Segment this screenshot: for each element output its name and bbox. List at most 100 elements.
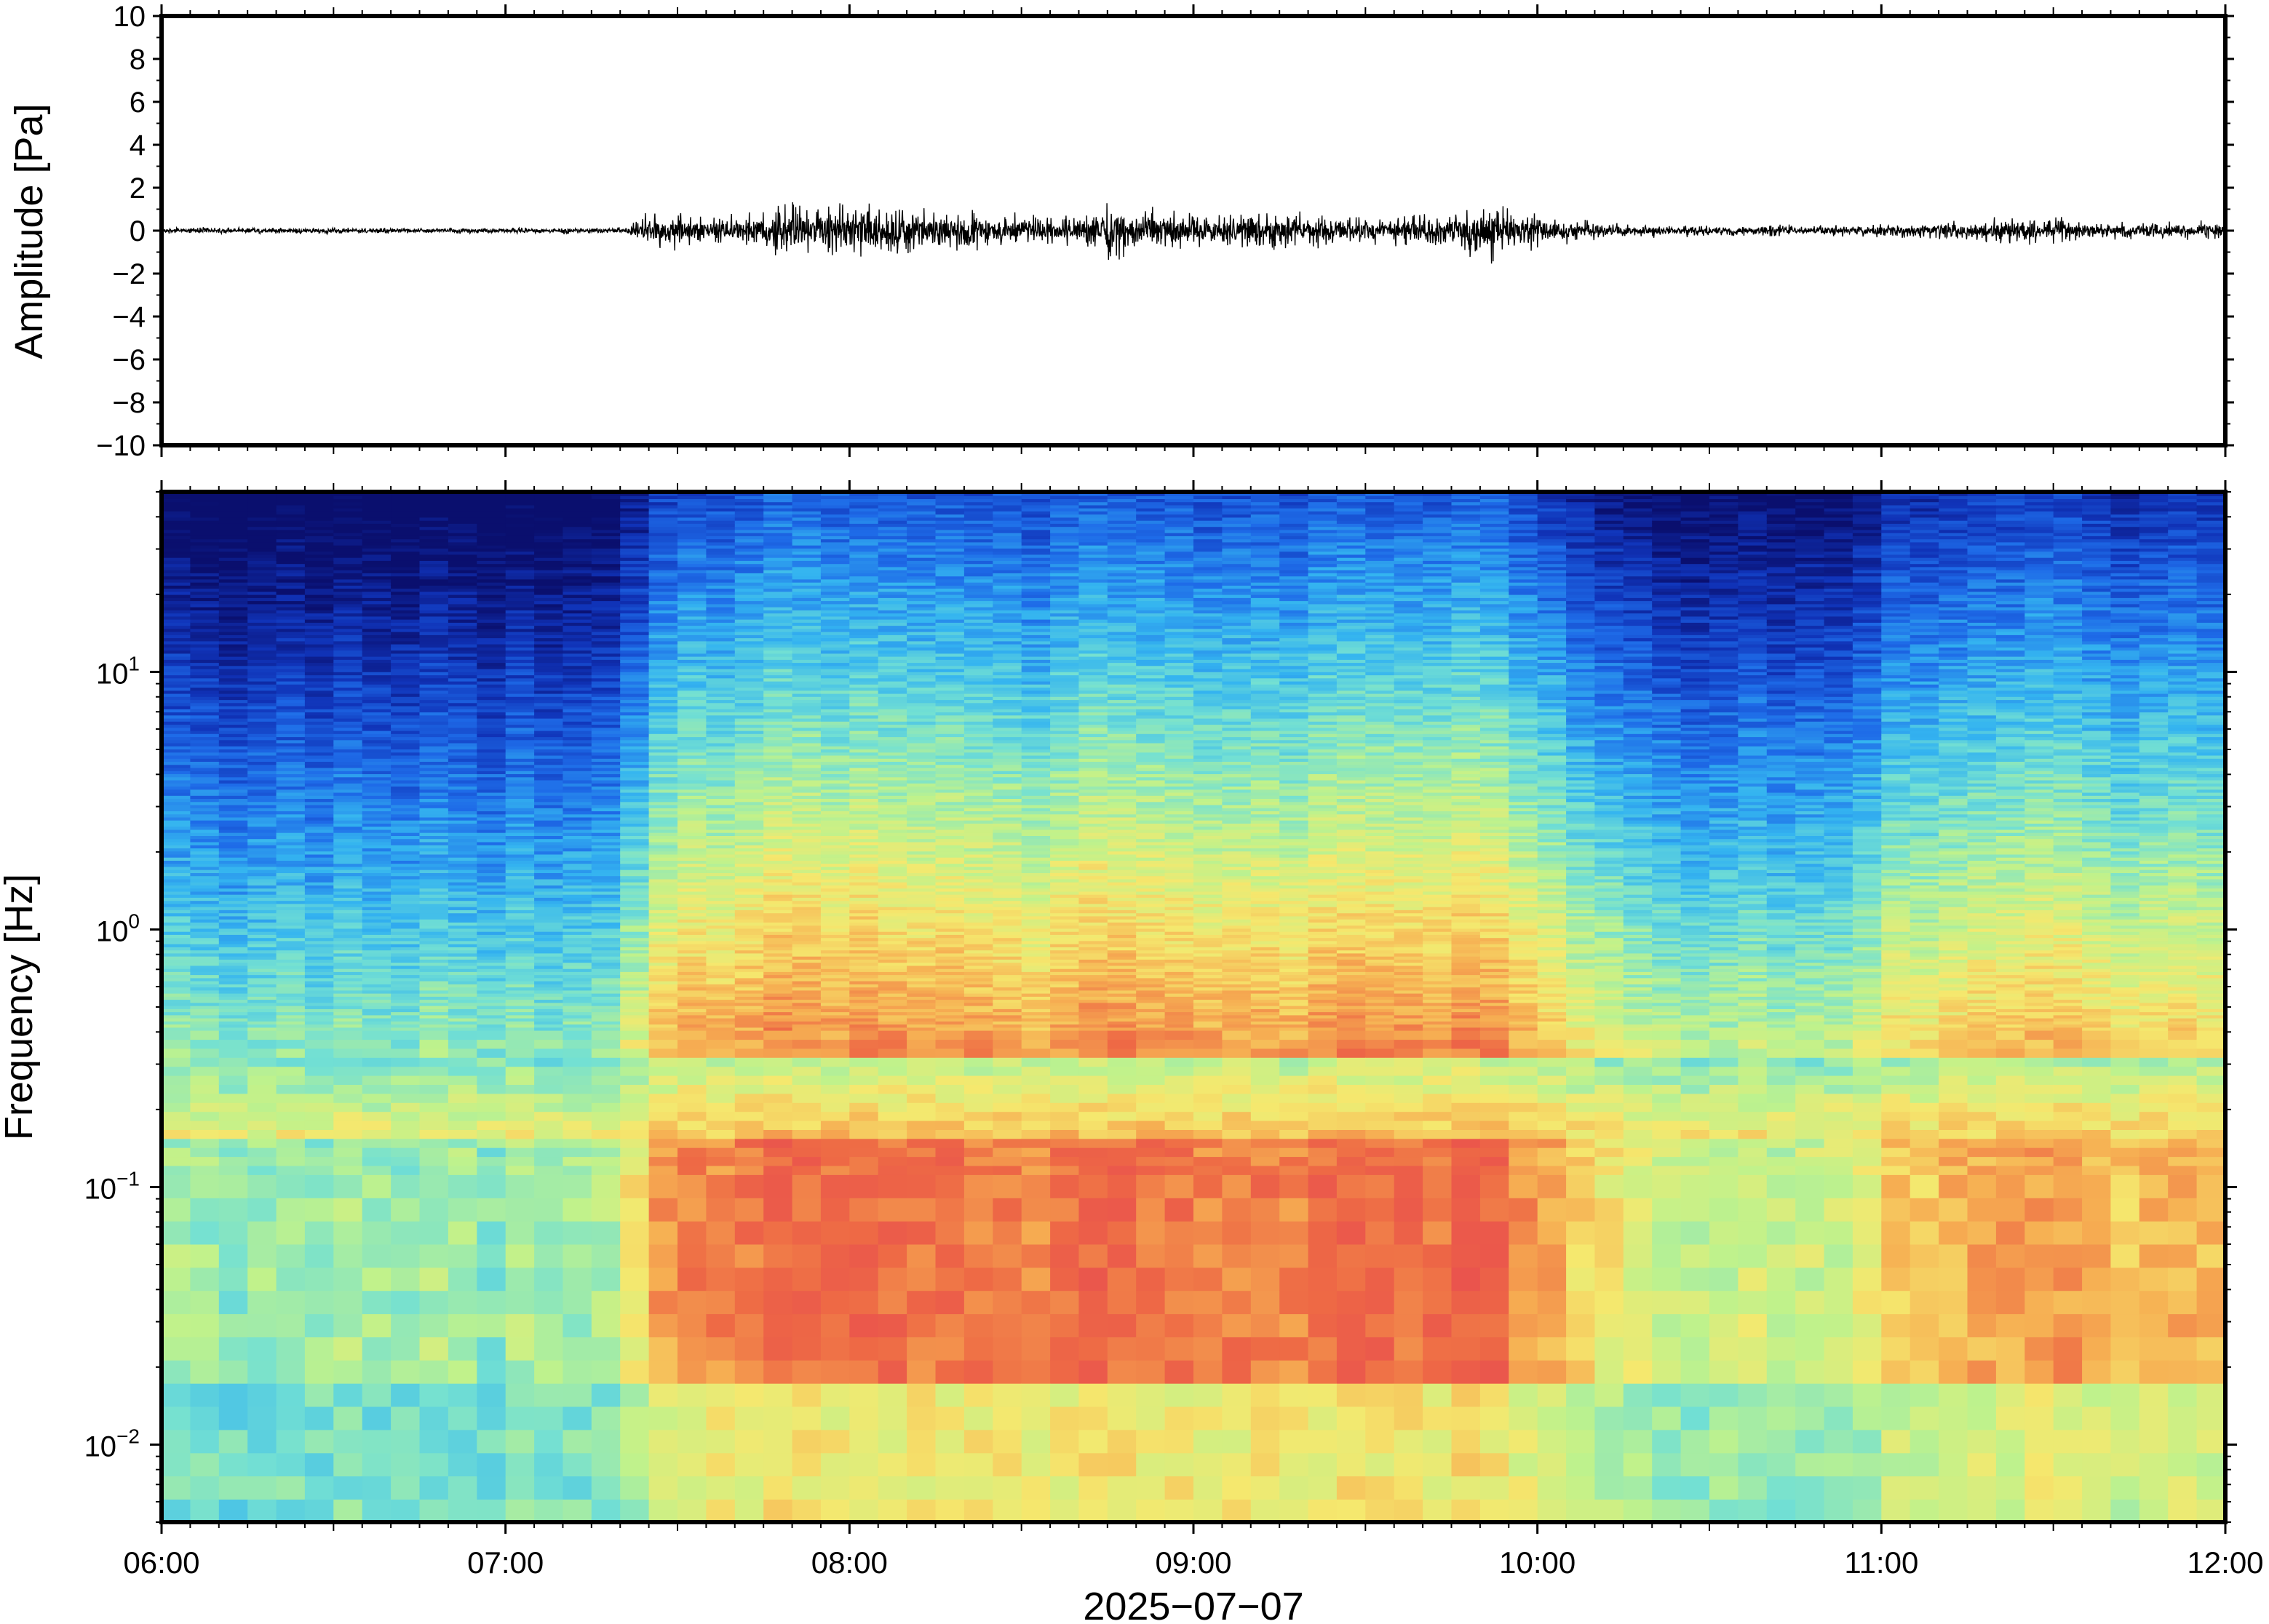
spectrogram-cell	[563, 557, 592, 561]
spectrogram-cell	[333, 804, 363, 808]
spectrogram-cell	[677, 717, 707, 722]
spectrogram-cell	[620, 999, 650, 1003]
spectrogram-cell	[477, 1452, 506, 1477]
spectrogram-cell	[505, 1017, 535, 1022]
spectrogram-cell	[763, 882, 793, 885]
spectrogram-cell	[247, 764, 277, 768]
spectrogram-cell	[362, 996, 392, 1000]
spectrogram-cell	[820, 1030, 851, 1040]
spectrogram-cell	[162, 1048, 191, 1058]
spectrogram-cell	[190, 724, 220, 728]
spectrogram-cell	[362, 912, 392, 917]
spectrogram-cell	[419, 900, 449, 904]
spectrogram-cell	[190, 872, 220, 877]
spectrogram-cell	[162, 808, 191, 811]
spectrogram-cell	[677, 1008, 707, 1013]
spectrogram-cell	[477, 1084, 506, 1094]
spectrogram-cell	[620, 622, 650, 626]
spectrogram-cell	[190, 551, 220, 555]
spectrogram-cell	[677, 680, 707, 685]
spectrogram-cell	[391, 594, 421, 598]
spectrogram-cell	[534, 560, 564, 565]
spectrogram-cell	[362, 931, 392, 935]
spectrogram-cell	[734, 628, 764, 632]
spectrogram-cell	[648, 554, 678, 558]
spectrogram-cell	[620, 653, 650, 657]
spectrogram-cell	[419, 628, 449, 632]
spectrogram-cell	[247, 749, 277, 753]
spectrogram-cell	[162, 702, 191, 706]
spectrogram-cell	[247, 897, 277, 901]
spectrogram-cell	[448, 637, 478, 642]
spectrogram-cell	[706, 662, 736, 666]
spectrogram-cell	[218, 851, 248, 855]
spectrogram-cell	[391, 971, 421, 976]
spectrogram-cell	[734, 1499, 764, 1522]
spectrogram-cell	[333, 808, 363, 811]
spectrogram-cell	[190, 631, 220, 635]
spectrogram-cell	[706, 548, 736, 552]
spectrogram-cell	[391, 1337, 421, 1361]
spectrogram-cell	[190, 891, 220, 895]
spectrogram-cell	[706, 1030, 736, 1040]
spectrogram-cell	[792, 826, 822, 830]
spectrogram-cell	[763, 962, 793, 966]
spectrogram-cell	[792, 860, 822, 864]
spectrogram-cell	[706, 1008, 736, 1013]
spectrogram-cell	[763, 783, 793, 787]
spectrogram-cell	[276, 888, 306, 892]
spectrogram-cell	[448, 653, 478, 657]
spectrogram-cell	[792, 885, 822, 889]
spectrogram-cell	[218, 816, 248, 821]
spectrogram-cell	[792, 804, 822, 808]
spectrogram-cell	[763, 987, 793, 991]
spectrogram-cell	[391, 576, 421, 580]
spectrogram-cell	[763, 909, 793, 914]
spectrogram-cell	[620, 987, 650, 991]
spectrogram-cell	[734, 606, 764, 610]
spectrogram-cell	[477, 792, 506, 796]
spectrogram-cell	[391, 823, 421, 827]
spectrogram-cell	[706, 860, 736, 864]
spectrogram-cell	[333, 724, 363, 728]
spectrogram-cell	[505, 897, 535, 901]
spectrogram-cell	[792, 687, 822, 691]
spectrogram-cell	[505, 820, 535, 824]
spectrogram-cell	[419, 1066, 449, 1076]
spectrogram-cell	[734, 578, 764, 583]
spectrogram-cell	[362, 909, 392, 914]
spectrogram-cell	[276, 536, 306, 540]
spectrogram-cell	[648, 869, 678, 873]
spectrogram-cell	[218, 977, 248, 982]
spectrogram-cell	[419, 517, 449, 521]
spectrogram-cell	[792, 672, 822, 676]
spectrogram-cell	[534, 779, 564, 784]
spectrogram-cell	[706, 628, 736, 632]
spectrogram-cell	[620, 492, 650, 496]
spectrogram-cell	[648, 798, 678, 803]
spectrogram-cell	[792, 746, 822, 749]
spectrogram-cell	[505, 798, 535, 803]
spectrogram-cell	[419, 613, 449, 617]
spectrogram-cell	[276, 811, 306, 815]
spectrogram-cell	[620, 811, 650, 815]
spectrogram-cell	[591, 977, 621, 982]
spectrogram-cell	[620, 863, 650, 867]
spectrogram-cell	[162, 866, 191, 870]
spectrogram-cell	[620, 514, 650, 518]
spectrogram-cell	[706, 968, 736, 972]
spectrogram-cell	[190, 1030, 220, 1040]
spectrogram-cell	[648, 693, 678, 697]
spectrogram-cell	[563, 841, 592, 845]
spectrogram-cell	[505, 984, 535, 988]
spectrogram-cell	[362, 715, 392, 719]
spectrogram-cell	[792, 730, 822, 734]
spectrogram-cell	[362, 857, 392, 861]
spectrogram-cell	[162, 816, 191, 821]
spectrogram-cell	[304, 1499, 335, 1522]
spectrogram-cell	[477, 578, 506, 583]
spectrogram-cell	[620, 548, 650, 552]
spectrogram-cell	[620, 532, 650, 536]
spectrogram-cell	[477, 752, 506, 756]
spectrogram-cell	[505, 841, 535, 845]
